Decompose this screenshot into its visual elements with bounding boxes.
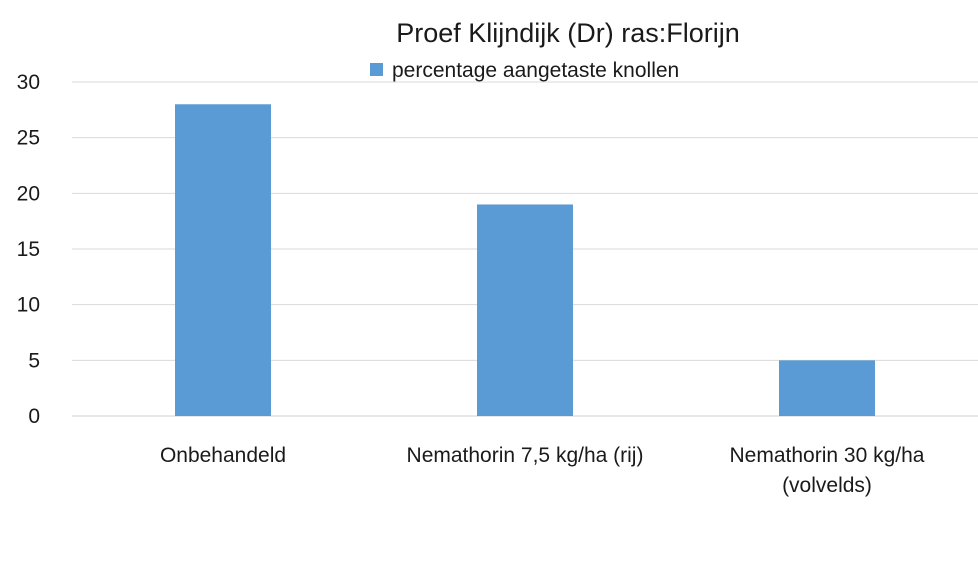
x-tick-label-line: Onbehandeld: [160, 444, 286, 467]
y-tick-label: 10: [17, 294, 40, 317]
chart-title: Proef Klijndijk (Dr) ras:Florijn: [396, 18, 740, 48]
y-tick-label: 25: [17, 127, 40, 150]
x-tick-label: Nemathorin 30 kg/ha (volvelds): [730, 444, 925, 497]
bars: [175, 104, 875, 417]
x-tick-label: Nemathorin 7,5 kg/ha (rij): [407, 444, 644, 467]
x-tick-label-line: (volvelds): [782, 474, 872, 497]
x-tick-label-line: Nemathorin 30 kg/ha: [730, 444, 925, 467]
x-tick-label: Onbehandeld: [160, 444, 286, 467]
y-tick-label: 30: [17, 71, 40, 94]
y-tick-label: 15: [17, 238, 40, 261]
y-tick-label: 5: [28, 349, 40, 372]
y-tick-label: 0: [28, 405, 40, 428]
x-tick-label-line: Nemathorin 7,5 kg/ha (rij): [407, 444, 644, 467]
legend: percentage aangetaste knollen: [370, 59, 679, 82]
legend-label: percentage aangetaste knollen: [392, 59, 679, 82]
y-axis-ticks: 0 5 10 15 20 25 30: [17, 71, 40, 428]
x-axis-labels: Onbehandeld Nemathorin 7,5 kg/ha (rij) Nem…: [160, 444, 925, 497]
bar: [175, 104, 271, 417]
y-tick-label: 20: [17, 182, 40, 205]
bar: [779, 360, 875, 416]
legend-swatch: [370, 63, 383, 76]
bar: [477, 204, 573, 416]
